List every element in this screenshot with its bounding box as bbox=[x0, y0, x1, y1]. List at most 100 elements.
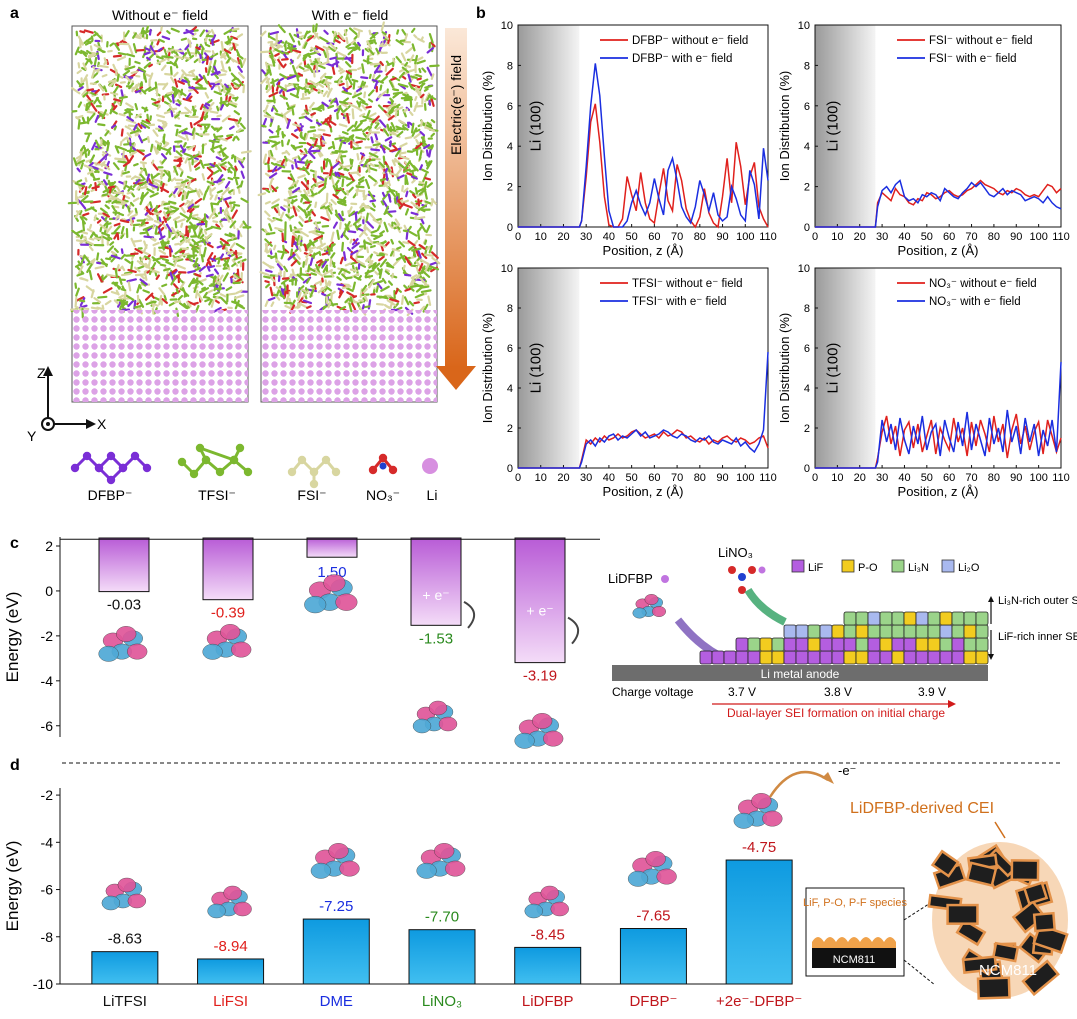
molecule-fragment bbox=[313, 31, 320, 40]
molecule-fragment bbox=[369, 199, 377, 203]
molecule-fragment bbox=[372, 280, 383, 286]
molecule-fragment bbox=[387, 280, 394, 286]
orbital-lobe bbox=[632, 607, 647, 619]
molecule-fragment bbox=[289, 273, 299, 277]
molecule-fragment bbox=[217, 180, 224, 186]
legend-label: FSI⁻ without e⁻ field bbox=[929, 35, 1033, 47]
molecule-fragment bbox=[418, 67, 422, 74]
molecule-fragment bbox=[296, 160, 307, 164]
molecule-fragment bbox=[120, 128, 124, 137]
molecule-fragment bbox=[174, 185, 180, 189]
x-tick-label: 50 bbox=[921, 472, 933, 484]
bar-value-label: -8.94 bbox=[213, 938, 247, 955]
molecule-fragment bbox=[203, 295, 211, 300]
molecule-fragment bbox=[106, 141, 110, 152]
molecule-fragment bbox=[283, 265, 289, 273]
molecule-fragment bbox=[202, 291, 208, 299]
molecule-fragment bbox=[371, 202, 376, 208]
molecule-fragment bbox=[176, 218, 186, 224]
panel-letter-c: c bbox=[10, 535, 19, 552]
molecule-fragment bbox=[213, 135, 224, 139]
molecule-fragment bbox=[410, 122, 415, 134]
x-tick-label: 10 bbox=[831, 231, 843, 243]
x-tick-label: 90 bbox=[716, 472, 728, 484]
sei-block bbox=[891, 624, 905, 639]
orbital-lobe bbox=[733, 812, 754, 829]
molecule-fragment bbox=[345, 43, 352, 49]
y-tick-label: -2 bbox=[41, 787, 54, 803]
molecule-fragment bbox=[231, 255, 243, 262]
molecule-fragment bbox=[77, 62, 81, 69]
plot-frame bbox=[517, 24, 769, 228]
molecule-fragment bbox=[186, 206, 193, 213]
molecule-fragment bbox=[221, 114, 231, 123]
molecule-fragment bbox=[204, 37, 208, 43]
molecule-fragment bbox=[414, 86, 421, 96]
molecule-fragment bbox=[384, 136, 393, 142]
molecule-fragment bbox=[265, 85, 274, 94]
molecule-fragment bbox=[151, 172, 160, 180]
molecule-fragment bbox=[298, 301, 302, 309]
molecule-fragment bbox=[234, 299, 240, 310]
molecule-fragment bbox=[174, 248, 183, 255]
molecule-fragment bbox=[119, 219, 130, 224]
x-tick-label: 0 bbox=[515, 231, 521, 243]
legend-label: DFBP⁻ with e⁻ field bbox=[632, 53, 732, 65]
molecule-fragment bbox=[82, 74, 89, 83]
molecule-fragment bbox=[143, 270, 148, 281]
molecule-fragment bbox=[146, 209, 154, 216]
sei-legend-label: P-O bbox=[858, 562, 878, 574]
x-tick-label: 10 bbox=[535, 472, 547, 484]
molecule-fragment bbox=[348, 206, 353, 213]
molecule-fragment bbox=[160, 171, 163, 180]
molecule-fragment bbox=[380, 240, 387, 246]
molecule-fragment bbox=[232, 42, 237, 51]
molecule-fragment bbox=[179, 73, 185, 81]
molecule-fragment bbox=[124, 109, 133, 116]
molecule-fragment bbox=[374, 122, 380, 129]
molecule-fragment bbox=[100, 258, 108, 268]
molecule-fragment bbox=[204, 102, 211, 107]
molecule-fragment bbox=[195, 75, 199, 82]
molecule-fragment bbox=[310, 188, 315, 196]
molecule-fragment bbox=[102, 179, 108, 186]
molecule-fragment bbox=[305, 82, 314, 86]
molecule-fragment bbox=[307, 150, 316, 160]
sei-legend-label: LiF bbox=[808, 562, 824, 574]
molecule-fragment bbox=[155, 114, 166, 119]
molecule-fragment bbox=[83, 186, 88, 196]
molecule-fragment bbox=[330, 252, 336, 259]
molecule-fragment bbox=[397, 199, 403, 206]
molecule-fragment bbox=[367, 89, 375, 97]
molecule-fragment bbox=[161, 298, 168, 304]
molecule-fragment bbox=[125, 118, 137, 124]
molecule-fragment bbox=[162, 133, 166, 144]
molecule-fragment bbox=[292, 145, 304, 150]
molecule-fragment bbox=[311, 231, 322, 237]
molecule-fragment bbox=[415, 260, 421, 267]
molecule-fragment bbox=[74, 159, 86, 166]
molecule-fragment bbox=[286, 87, 297, 93]
molecule-fragment bbox=[408, 300, 415, 307]
molecule-fragment bbox=[305, 203, 312, 211]
molecule-fragment bbox=[344, 297, 350, 304]
molecule-fragment bbox=[413, 131, 423, 139]
y-tick-label: 2 bbox=[45, 538, 53, 554]
molecule-fragment bbox=[126, 53, 136, 58]
molecule-fragment bbox=[338, 221, 342, 230]
molecule-fragment bbox=[328, 166, 333, 177]
molecule-fragment bbox=[380, 144, 386, 154]
molecule-fragment bbox=[138, 298, 145, 308]
molecule-fragment bbox=[116, 145, 128, 152]
molecule-fragment bbox=[316, 259, 323, 264]
y-tick-label: 2 bbox=[804, 182, 810, 194]
orbital-lobe bbox=[117, 877, 137, 893]
molecule-fragment bbox=[406, 172, 413, 176]
x-tick-label: 30 bbox=[876, 231, 888, 243]
molecule-fragment bbox=[224, 135, 233, 141]
molecule-fragment bbox=[191, 105, 197, 116]
molecule-fragment bbox=[113, 247, 119, 254]
molecule-fragment bbox=[381, 31, 387, 36]
molecule-fragment bbox=[228, 201, 236, 205]
x-tick-label: 40 bbox=[603, 231, 615, 243]
